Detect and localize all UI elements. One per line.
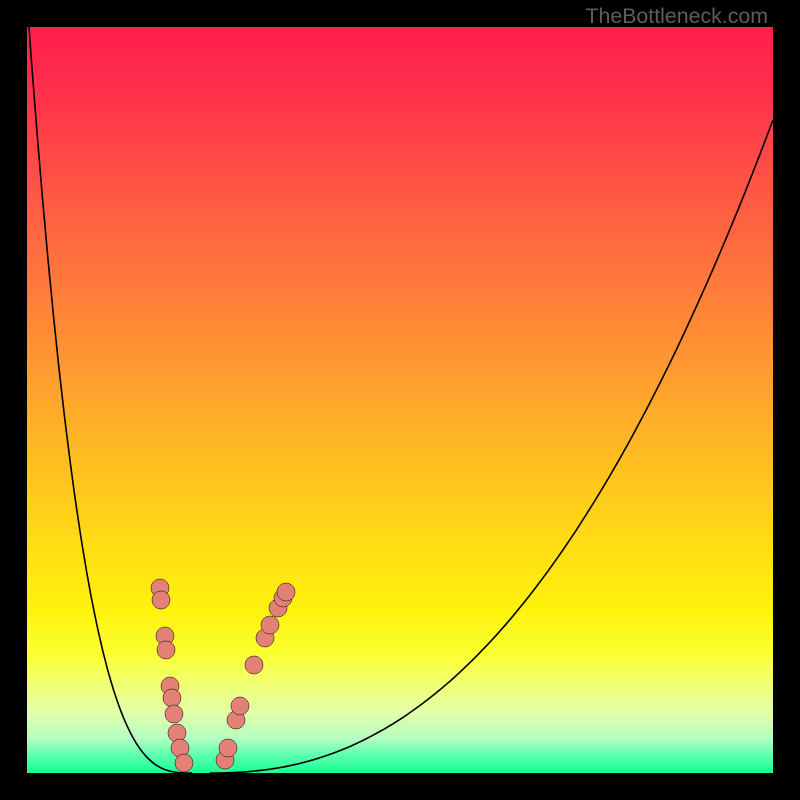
marker-left	[152, 591, 170, 609]
marker-left	[175, 754, 193, 772]
marker-left	[157, 641, 175, 659]
right-curve	[210, 120, 773, 773]
marker-right	[231, 697, 249, 715]
marker-right	[219, 739, 237, 757]
marker-right	[277, 583, 295, 601]
watermark-text: TheBottleneck.com	[585, 4, 768, 29]
curves-layer	[0, 0, 800, 800]
marker-right	[245, 656, 263, 674]
marker-right	[261, 616, 279, 634]
marker-left	[165, 705, 183, 723]
marker-left	[163, 689, 181, 707]
plot-area	[27, 27, 773, 773]
